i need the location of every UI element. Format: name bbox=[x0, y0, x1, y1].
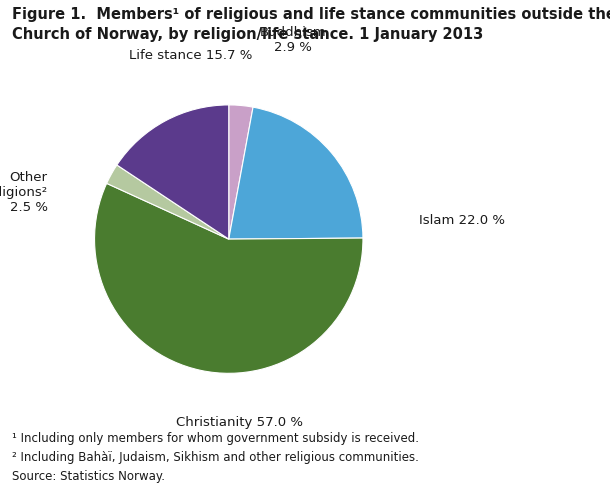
Wedge shape bbox=[107, 165, 229, 239]
Text: Other
religions²
2.5 %: Other religions² 2.5 % bbox=[0, 171, 48, 214]
Wedge shape bbox=[117, 105, 229, 239]
Wedge shape bbox=[229, 105, 253, 239]
Text: Islam 22.0 %: Islam 22.0 % bbox=[419, 214, 505, 227]
Text: ² Including Bahàï, Judaism, Sikhism and other religious communities.: ² Including Bahàï, Judaism, Sikhism and … bbox=[12, 451, 419, 465]
Text: Church of Norway, by religion/life stance. 1 January 2013: Church of Norway, by religion/life stanc… bbox=[12, 27, 484, 42]
Text: Figure 1.  Members¹ of religious and life stance communities outside the: Figure 1. Members¹ of religious and life… bbox=[12, 7, 610, 22]
Text: Christianity 57.0 %: Christianity 57.0 % bbox=[176, 416, 303, 429]
Wedge shape bbox=[229, 107, 363, 239]
Text: ¹ Including only members for whom government subsidy is received.: ¹ Including only members for whom govern… bbox=[12, 432, 419, 445]
Text: Life stance 15.7 %: Life stance 15.7 % bbox=[129, 49, 253, 62]
Text: Buddhism
2.9 %: Buddhism 2.9 % bbox=[260, 26, 326, 54]
Text: Source: Statistics Norway.: Source: Statistics Norway. bbox=[12, 470, 165, 483]
Wedge shape bbox=[95, 183, 363, 373]
